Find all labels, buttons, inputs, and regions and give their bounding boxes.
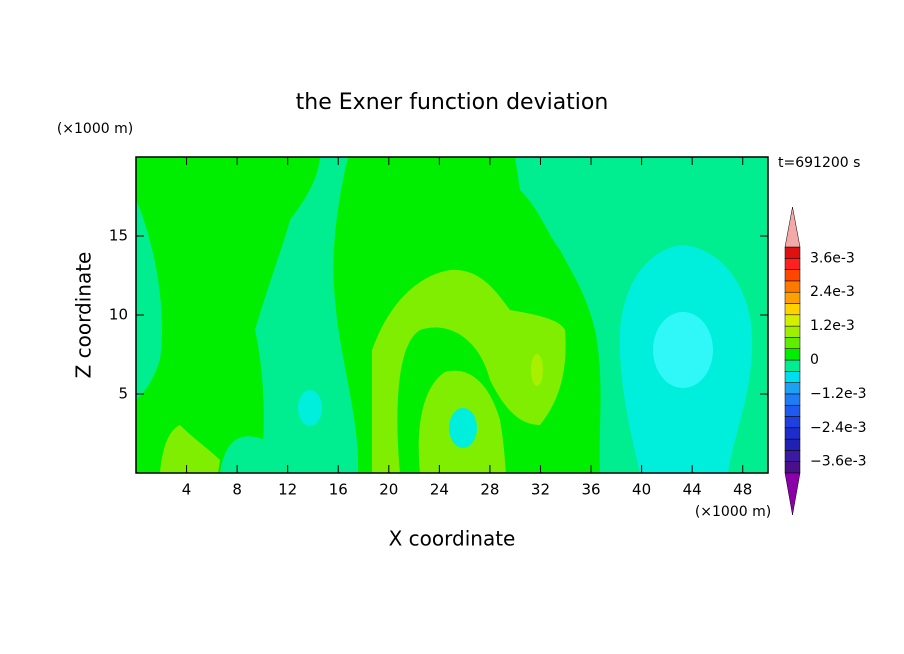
y-unit: (×1000 m) — [57, 121, 133, 137]
colorbar-band — [784, 269, 801, 282]
colorbar-label: 2.4e-3 — [810, 284, 855, 300]
x-tick-label: 24 — [430, 481, 449, 499]
colorbar-band — [784, 438, 801, 451]
contour-field — [135, 156, 769, 474]
x-tick-label: 32 — [531, 481, 550, 499]
x-tick-label: 48 — [733, 481, 752, 499]
colorbar-band — [784, 325, 801, 338]
y-tick-label: 5 — [118, 385, 128, 403]
colorbar-band — [784, 258, 801, 270]
colorbar-band — [784, 382, 801, 395]
colorbar-band — [784, 348, 801, 361]
x-tick-label: 28 — [480, 481, 499, 499]
y-axis-label: Z coordinate — [72, 252, 96, 379]
colorbar-band — [784, 291, 801, 304]
colorbar-band — [784, 416, 801, 429]
chart-title: the Exner function deviation — [296, 90, 609, 115]
annotation: t=691200 s — [778, 155, 860, 171]
x-tick-label: 4 — [182, 481, 192, 499]
colorbar-label: −1.2e-3 — [810, 386, 867, 402]
x-tick-label: 8 — [232, 481, 242, 499]
colorbar-band — [784, 427, 801, 440]
x-tick-label: 12 — [278, 481, 297, 499]
colorbar-label: 0 — [810, 352, 819, 368]
colorbar-label: −2.4e-3 — [810, 420, 867, 436]
colorbar-band — [784, 280, 801, 293]
x-tick-label: 20 — [379, 481, 398, 499]
colorbar-band — [784, 393, 801, 406]
x-unit: (×1000 m) — [695, 504, 771, 520]
colorbar-band — [784, 450, 801, 462]
colorbar-band — [784, 303, 801, 316]
colorbar-label: −3.6e-3 — [810, 454, 867, 470]
colorbar-band — [784, 246, 801, 259]
x-tick-label: 40 — [632, 481, 651, 499]
colorbar-band — [784, 337, 801, 349]
colorbar-under — [784, 472, 801, 516]
x-axis-label: X coordinate — [389, 527, 516, 551]
colorbar-band — [784, 314, 801, 327]
colorbar-label: 1.2e-3 — [810, 318, 855, 334]
colorbar-band — [784, 359, 801, 372]
x-tick-label: 36 — [581, 481, 600, 499]
y-tick-label: 15 — [109, 227, 128, 245]
colorbar-band — [784, 371, 801, 383]
x-tick-label: 16 — [329, 481, 348, 499]
y-tick-label: 10 — [109, 306, 128, 324]
colorbar-band — [784, 461, 801, 474]
colorbar-over — [784, 206, 801, 248]
colorbar-band — [784, 404, 801, 417]
x-tick-label: 44 — [683, 481, 702, 499]
colorbar-label: 3.6e-3 — [810, 250, 855, 266]
